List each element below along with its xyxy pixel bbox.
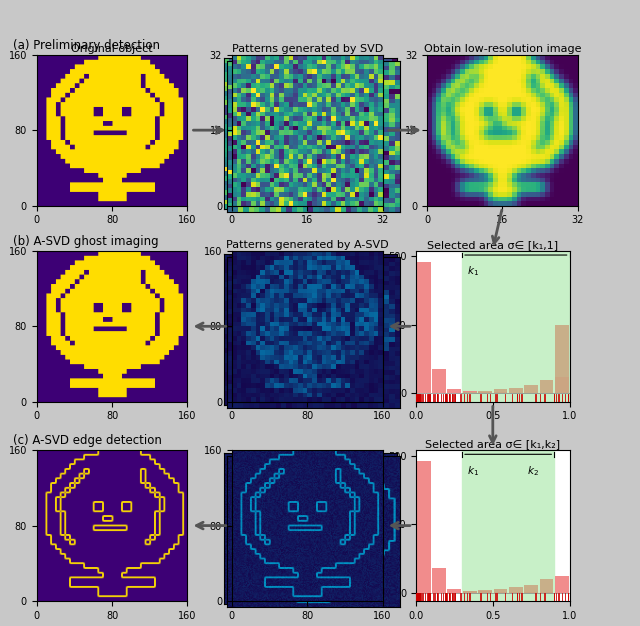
Text: $k_2$: $k_2$ xyxy=(527,464,538,478)
Title: Original object: Original object xyxy=(71,44,153,54)
Bar xyxy=(509,592,523,593)
Bar xyxy=(509,388,523,394)
Bar xyxy=(462,450,554,601)
Bar xyxy=(432,568,446,593)
Bar xyxy=(478,592,492,593)
Bar xyxy=(462,251,570,402)
Text: (b) A-SVD ghost imaging: (b) A-SVD ghost imaging xyxy=(13,235,159,248)
Bar xyxy=(524,385,538,394)
Bar xyxy=(463,590,477,593)
Bar xyxy=(417,461,431,593)
Title: Patterns generated by A-SVD: Patterns generated by A-SVD xyxy=(226,240,388,250)
Bar xyxy=(555,577,569,593)
Bar xyxy=(463,592,477,593)
Title: Patterns generated by SVD: Patterns generated by SVD xyxy=(232,44,383,54)
Bar xyxy=(478,391,492,394)
Bar xyxy=(524,585,538,593)
Bar xyxy=(447,588,461,593)
Bar xyxy=(478,590,492,593)
Text: (c) A-SVD edge detection: (c) A-SVD edge detection xyxy=(13,434,162,447)
Bar xyxy=(540,380,554,394)
Bar xyxy=(463,392,477,394)
Bar xyxy=(447,389,461,394)
Text: $k_1$: $k_1$ xyxy=(467,464,479,478)
Bar xyxy=(493,588,508,593)
Bar xyxy=(509,587,523,593)
Bar xyxy=(432,369,446,394)
Title: Selected area σ∈ [k₁,k₂]: Selected area σ∈ [k₁,k₂] xyxy=(425,439,561,449)
Bar xyxy=(493,389,508,394)
Bar xyxy=(555,325,569,394)
Bar xyxy=(463,391,477,394)
Title: Obtain low-resolution image: Obtain low-resolution image xyxy=(424,44,581,54)
Text: (a) Preliminary detection: (a) Preliminary detection xyxy=(13,39,160,52)
Bar xyxy=(509,393,523,394)
Bar xyxy=(417,262,431,394)
Text: $k_1$: $k_1$ xyxy=(467,265,479,279)
Bar xyxy=(478,392,492,394)
Bar xyxy=(540,579,554,593)
Bar xyxy=(555,377,569,394)
Title: Selected area σ∈ [k₁,1]: Selected area σ∈ [k₁,1] xyxy=(428,240,558,250)
Bar xyxy=(493,592,508,593)
Bar xyxy=(493,393,508,394)
